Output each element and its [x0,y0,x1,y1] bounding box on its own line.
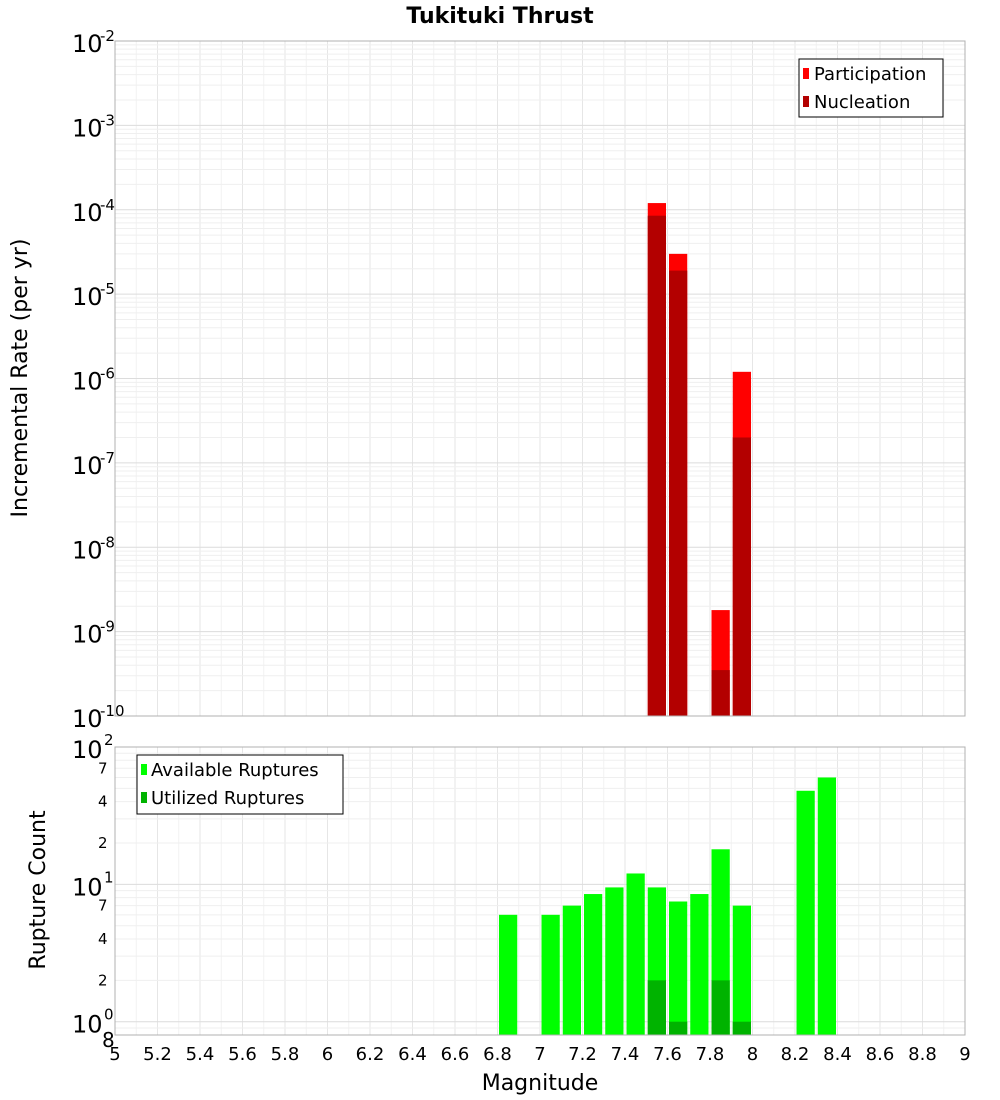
bottom-legend-box [136,754,344,815]
bottom-y-major-exponent: 0 [104,1006,114,1024]
nucleation-bar [669,270,688,716]
bottom-y-major-exponent: 2 [104,731,114,749]
bottom-plot-border [114,746,966,1036]
top-y-tick-label: 10 [72,452,103,480]
top-legend-label: Participation [814,64,926,85]
bottom-y-minor-label: 4 [98,793,108,811]
top-y-tick-label: 10 [72,705,103,733]
bottom-legend-swatch [141,792,147,803]
available-ruptures-bar [626,873,645,1035]
available-ruptures-bar [562,905,581,1035]
top-y-tick-exponent: -10 [100,702,125,720]
x-tick-label: 8.4 [823,1044,852,1065]
top-y-tick-exponent: -5 [100,280,115,298]
bottom-y-minor-label: 7 [98,759,108,777]
available-ruptures-bar [605,887,624,1035]
x-tick-label: 5.2 [143,1044,172,1065]
utilized-ruptures-bar [711,980,730,1035]
available-ruptures-bar [817,777,836,1035]
x-tick-label: 7.2 [568,1044,597,1065]
bottom-legend: Available Ruptures Utilized Ruptures [136,754,344,815]
top-y-tick-label: 10 [72,536,103,564]
top-legend-swatch [803,96,809,107]
bottom-y-minor-label: 7 [98,897,108,915]
top-plot-border [114,40,966,717]
utilized-ruptures-bar [669,1021,688,1035]
x-tick-label: 5.8 [271,1044,300,1065]
top-y-tick-label: 10 [72,621,103,649]
x-tick-label: 8.2 [781,1044,810,1065]
top-y-tick-exponent: -2 [100,27,115,45]
bottom-y-axis-label: Rupture Count [26,810,51,970]
x-tick-label: 7.8 [696,1044,725,1065]
x-tick-label: 5.6 [228,1044,257,1065]
x-tick-label: 6.4 [398,1044,427,1065]
top-legend-label: Nucleation [814,92,910,113]
bottom-legend-label: Utilized Ruptures [151,788,304,809]
top-y-tick-label: 10 [72,114,103,142]
top-legend-swatch [803,68,809,79]
bottom-legend-label: Available Ruptures [151,760,319,781]
x-axis-label: Magnitude [482,1071,599,1096]
available-ruptures-bar [690,894,709,1035]
top-grid [114,41,966,717]
bottom-y-major-label: 10 [72,1011,103,1039]
bottom-y-major-label: 10 [72,736,103,764]
bottom-y-minor-label: 4 [98,930,108,948]
top-y-tick-label: 10 [72,283,103,311]
bottom-y-minor-label: 2 [98,971,108,989]
available-ruptures-bar [584,894,603,1035]
bottom-y-minor-label: 2 [98,834,108,852]
top-panel-rates: 10-1010-910-810-710-610-510-410-310-2Par… [72,27,966,733]
top-y-tick-exponent: -7 [100,449,115,467]
x-tick-label: 5 [109,1044,120,1065]
bottom-y-major-label: 10 [72,873,103,901]
x-tick-label: 7 [534,1044,545,1065]
x-tick-label: 8 [747,1044,758,1065]
bottom-y-minor-label: 8 [102,1028,115,1052]
nucleation-bar [647,215,666,717]
x-tick-label: 6.8 [483,1044,512,1065]
top-legend: Participation Nucleation [798,58,944,118]
top-y-tick-label: 10 [72,199,103,227]
nucleation-bar [732,437,751,716]
top-y-axis-label: Incremental Rate (per yr) [8,239,33,518]
bottom-y-major-exponent: 1 [104,868,114,886]
top-y-tick-exponent: -9 [100,618,115,636]
available-ruptures-bar [499,914,518,1035]
x-tick-label: 8.8 [908,1044,937,1065]
x-tick-label: 6.2 [356,1044,385,1065]
utilized-ruptures-bar [732,1021,751,1035]
available-ruptures-bar [732,905,751,1035]
x-tick-label: 9 [959,1044,970,1065]
top-y-tick-label: 10 [72,30,103,58]
available-ruptures-bar [796,790,815,1035]
top-y-tick-label: 10 [72,368,103,396]
bottom-legend-swatch [141,764,147,775]
available-ruptures-bar [669,901,688,1035]
x-tick-label: 8.6 [866,1044,895,1065]
nucleation-bar [711,670,730,716]
x-tick-label: 6 [322,1044,333,1065]
available-ruptures-bar [541,914,560,1035]
x-tick-label: 7.4 [611,1044,640,1065]
x-tick-label: 6.6 [441,1044,470,1065]
top-y-tick-exponent: -8 [100,533,115,551]
top-y-tick-exponent: -3 [100,111,115,129]
chart-title: Tukituki Thrust [406,4,594,29]
x-tick-label: 7.6 [653,1044,682,1065]
top-y-tick-exponent: -4 [100,196,115,214]
top-legend-box [798,58,944,118]
utilized-ruptures-bar [647,980,666,1035]
x-tick-label: 5.4 [186,1044,215,1065]
top-y-tick-exponent: -6 [100,365,115,383]
